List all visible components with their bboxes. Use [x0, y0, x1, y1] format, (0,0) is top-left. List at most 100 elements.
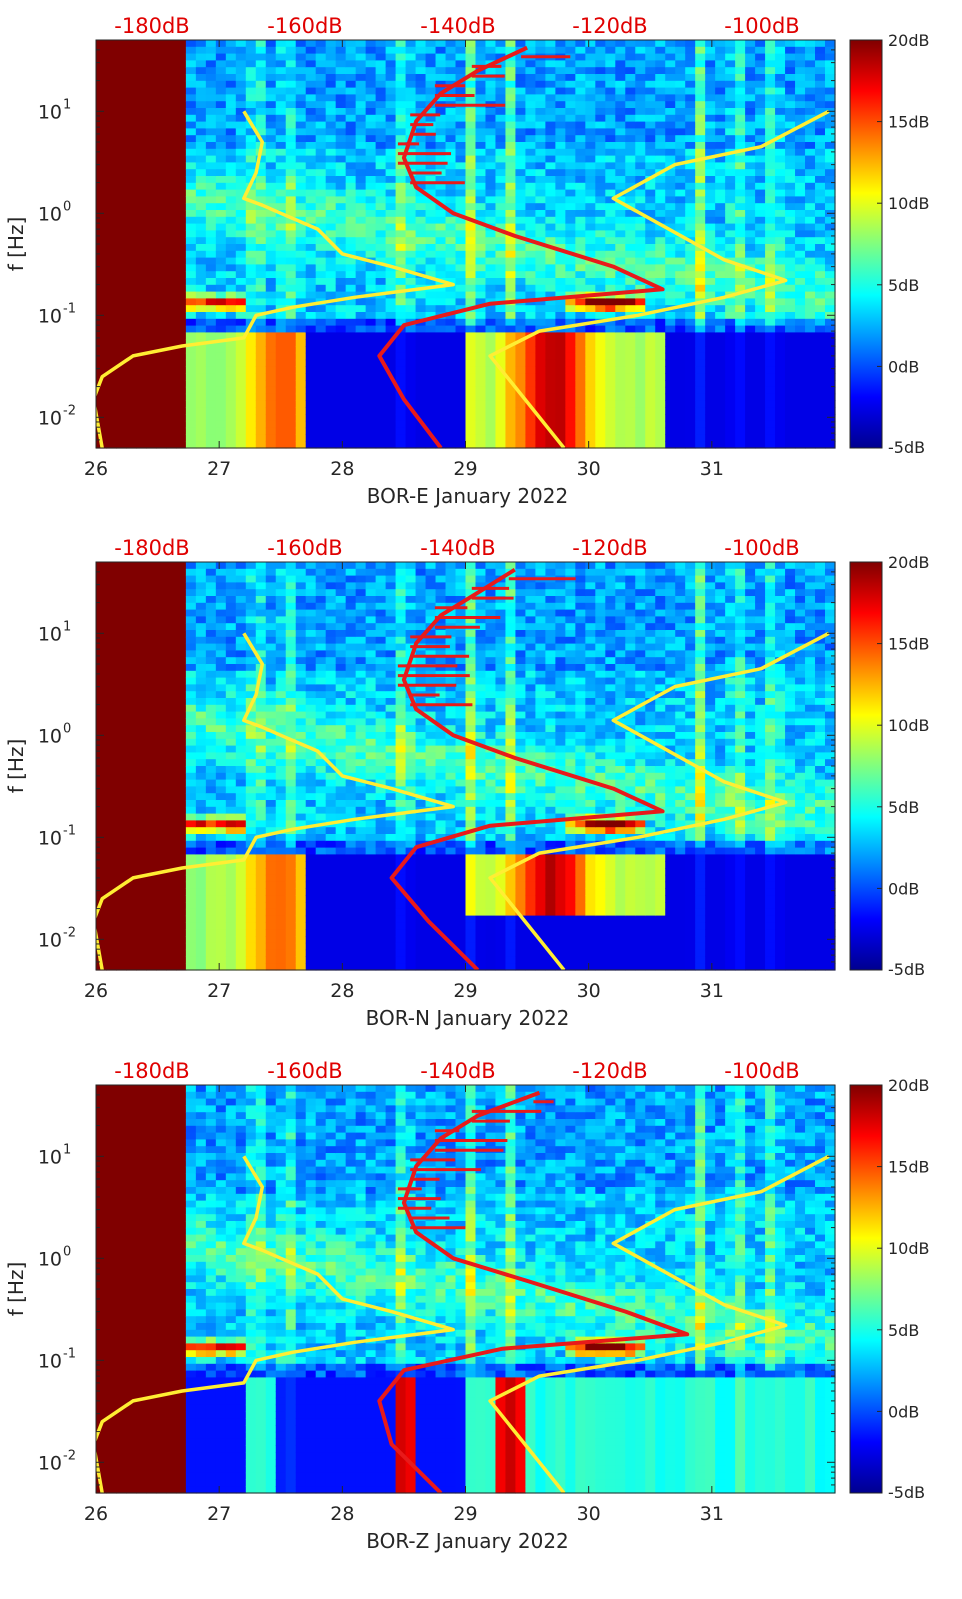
heatmap-cell: [135, 366, 147, 374]
heatmap-cell: [695, 346, 706, 354]
heatmap-cell: [225, 94, 237, 102]
heatmap-cell: [515, 400, 527, 408]
heatmap-cell: [625, 67, 636, 75]
heatmap-cell: [465, 80, 477, 89]
heatmap-cell: [555, 366, 566, 374]
heatmap-cell: [735, 210, 746, 218]
heatmap-cell: [115, 677, 127, 685]
heatmap-cell: [235, 420, 247, 429]
heatmap-cell: [755, 128, 766, 136]
heatmap-cell: [225, 339, 237, 347]
heatmap-cell: [795, 400, 806, 408]
heatmap-cell: [335, 114, 347, 123]
heatmap-cell: [615, 298, 626, 306]
heatmap-cell: [395, 339, 407, 347]
heatmap-cell: [105, 956, 117, 964]
heatmap-cell: [515, 101, 527, 109]
heatmap-cell: [135, 359, 147, 367]
heatmap-cell: [315, 318, 327, 327]
heatmap-cell: [795, 366, 806, 374]
heatmap-cell: [755, 441, 766, 449]
heatmap-cell: [185, 291, 197, 299]
heatmap-cell: [675, 325, 686, 333]
heatmap-cell: [115, 380, 127, 388]
heatmap-cell: [395, 305, 407, 313]
heatmap-cell: [425, 210, 437, 218]
heatmap-cell: [455, 305, 467, 313]
heatmap-cell: [455, 284, 467, 293]
heatmap-cell: [285, 257, 297, 265]
heatmap-cell: [265, 291, 277, 299]
heatmap-cell: [335, 441, 347, 449]
heatmap-cell: [595, 420, 606, 429]
heatmap-cell: [645, 291, 656, 299]
heatmap-cell: [96, 305, 107, 313]
heatmap-cell: [605, 366, 616, 374]
yellow-bound-right: [488, 109, 830, 448]
heatmap-cell: [735, 182, 746, 191]
heatmap-cell: [135, 861, 147, 869]
heatmap-cell: [775, 176, 786, 184]
heatmap-cell: [805, 67, 816, 75]
heatmap-cell: [96, 684, 107, 692]
heatmap-cell: [695, 128, 706, 136]
heatmap-cell: [685, 407, 696, 415]
heatmap-cell: [285, 366, 297, 374]
heatmap-cell: [425, 325, 437, 333]
heatmap-cell: [175, 216, 187, 225]
heatmap-cell: [125, 339, 137, 347]
heatmap-cell: [765, 407, 776, 415]
heatmap-cell: [675, 121, 686, 129]
heatmap-cell: [145, 813, 157, 821]
heatmap-cell: [155, 902, 167, 910]
heatmap-cell: [465, 169, 477, 177]
heatmap-cell: [635, 352, 646, 361]
heatmap-cell: [595, 305, 606, 313]
heatmap-cell: [395, 80, 407, 89]
heatmap-cell: [535, 94, 546, 102]
heatmap-cell: [335, 400, 347, 408]
heatmap-cell: [155, 575, 167, 583]
heatmap-cell: [675, 53, 686, 61]
heatmap-cell: [305, 393, 317, 401]
heatmap-cell: [415, 40, 427, 48]
heatmap-cell: [605, 162, 616, 170]
heatmap-cell: [125, 128, 137, 136]
heatmap-cell: [445, 114, 457, 123]
heatmap-cell: [745, 216, 756, 225]
heatmap-cell: [345, 305, 357, 313]
heatmap-cell: [125, 650, 137, 658]
heatmap-cell: [595, 87, 606, 95]
heatmap-cell: [655, 400, 666, 408]
heatmap-cell: [725, 80, 736, 89]
heatmap-cell: [555, 434, 566, 442]
heatmap-cell: [145, 562, 157, 570]
heatmap-cell: [675, 203, 686, 211]
heatmap-cell: [585, 305, 596, 313]
heatmap-cell: [235, 407, 247, 415]
heatmap-cell: [255, 223, 267, 231]
heatmap-cell: [365, 182, 377, 191]
heatmap-cell: [105, 711, 117, 719]
heatmap-cell: [375, 420, 387, 429]
heatmap-cell: [625, 339, 636, 347]
heatmap-cell: [355, 67, 367, 75]
heatmap-cell: [265, 135, 277, 143]
heatmap-cell: [685, 60, 696, 68]
heatmap-cell: [195, 60, 207, 68]
heatmap-cell: [495, 400, 507, 408]
heatmap-cell: [635, 278, 646, 286]
heatmap-cell: [375, 305, 387, 313]
heatmap-cell: [605, 332, 616, 340]
heatmap-cell: [795, 223, 806, 231]
heatmap-cell: [375, 182, 387, 191]
heatmap-cell: [755, 169, 766, 177]
heatmap-cell: [315, 101, 327, 109]
heatmap-cell: [145, 623, 157, 631]
heatmap-cell: [345, 420, 357, 429]
heatmap-cell: [675, 312, 686, 320]
heatmap-cell: [375, 325, 387, 333]
heatmap-cell: [695, 162, 706, 170]
heatmap-cell: [295, 114, 307, 123]
heatmap-cell: [135, 745, 147, 753]
